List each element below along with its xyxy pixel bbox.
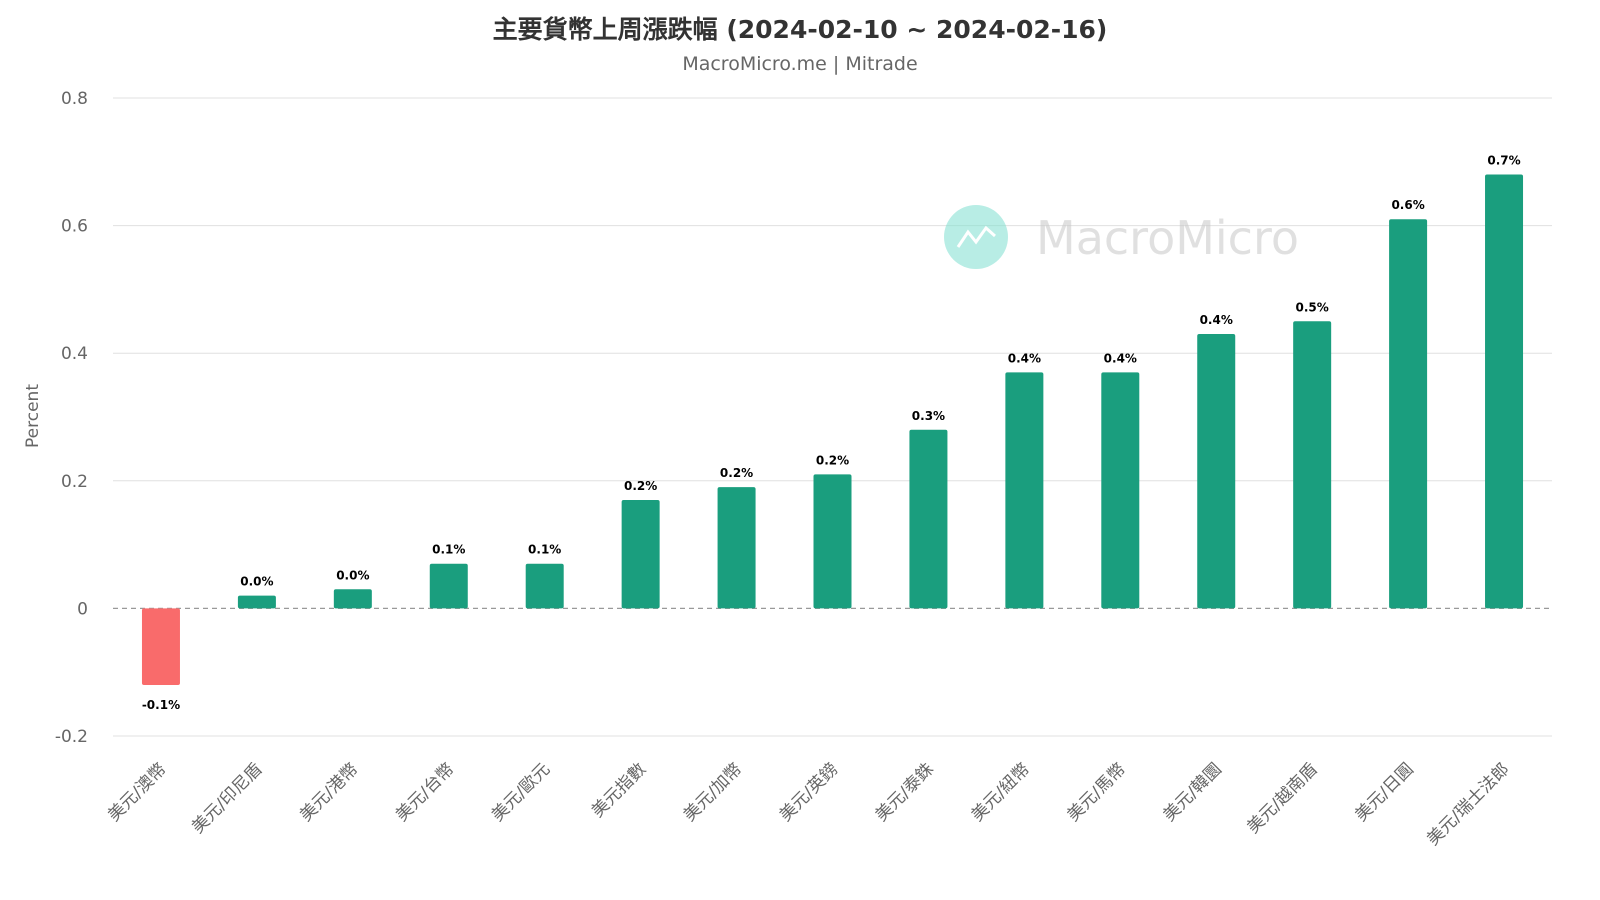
x-category-label: 美元/瑞士法郎 [1423, 759, 1513, 849]
chart-subtitle: MacroMicro.me | Mitrade [682, 53, 918, 75]
bar[interactable] [141, 608, 180, 685]
data-label: -0.1% [142, 698, 180, 712]
data-label: 0.1% [432, 543, 465, 557]
data-label: 0.2% [816, 453, 849, 467]
watermark-text: MacroMicro [1036, 211, 1299, 265]
bar[interactable] [525, 563, 564, 609]
bar[interactable] [717, 487, 756, 609]
y-tick-label: -0.2 [55, 727, 88, 747]
data-label: 0.4% [1104, 351, 1137, 365]
bar[interactable] [1293, 321, 1332, 609]
logo-line-icon [956, 225, 996, 248]
y-tick-label: 0.8 [61, 89, 88, 109]
x-category-label: 美元/韓圜 [1159, 759, 1225, 825]
x-category-label: 美元/泰銖 [872, 759, 938, 825]
x-category-label: 美元/港幣 [296, 759, 362, 825]
x-category-label: 美元/紐幣 [968, 759, 1034, 825]
x-category-label: 美元/加幣 [680, 759, 746, 825]
bar[interactable] [333, 589, 372, 609]
x-category-label: 美元/印尼盾 [188, 759, 266, 837]
watermark: MacroMicro [944, 205, 1299, 269]
data-label: 0.2% [624, 479, 657, 493]
y-tick-label: 0.2 [61, 472, 88, 492]
data-label: 0.6% [1391, 198, 1424, 212]
x-category-label: 美元/台幣 [392, 759, 458, 825]
bar[interactable] [1485, 174, 1524, 609]
y-tick-label: 0.4 [61, 344, 88, 364]
y-tick-label: 0.6 [61, 217, 88, 237]
x-category-label: 美元/越南盾 [1243, 759, 1321, 837]
data-label: 0.2% [720, 466, 753, 480]
x-category-label: 美元/歐元 [488, 759, 554, 825]
x-category-label: 美元/英鎊 [776, 759, 842, 825]
y-axis-title: Percent [23, 384, 43, 448]
category-labels: 美元/澳幣 美元/印尼盾 美元/港幣 美元/台幣 美元/歐元 美元指數 美元/加幣 美元/英鎊… [104, 759, 1513, 849]
x-category-label: 美元/馬幣 [1064, 759, 1130, 825]
bars [141, 174, 1524, 685]
grid-lines [113, 97, 1552, 737]
bar[interactable] [1389, 219, 1428, 609]
macromicro-logo-icon [944, 205, 1008, 269]
data-label: 0.1% [528, 543, 561, 557]
y-axis-ticks: -0.2 0 0.2 0.4 0.6 0.8 [55, 89, 88, 747]
data-label: 0.4% [1200, 313, 1233, 327]
bar[interactable] [813, 474, 852, 609]
x-category-label: 美元/日圓 [1351, 759, 1417, 825]
bar[interactable] [621, 499, 660, 609]
data-label: 0.0% [336, 568, 369, 582]
data-label: 0.5% [1296, 300, 1329, 314]
data-label: 0.7% [1487, 154, 1520, 168]
bar[interactable] [909, 429, 948, 609]
data-label: 0.3% [912, 409, 945, 423]
x-category-label: 美元指數 [588, 759, 650, 821]
bar[interactable] [1197, 334, 1236, 609]
chart-title: 主要貨幣上周漲跌幅 (2024-02-10 ~ 2024-02-16) [492, 15, 1108, 44]
bar[interactable] [1005, 372, 1044, 609]
data-label: 0.0% [240, 575, 273, 589]
data-labels: -0.1% 0.0% 0.0% 0.1% 0.1% 0.2% 0.2% 0.2% 0.3% 0.4… [142, 154, 1521, 712]
x-category-label: 美元/澳幣 [104, 759, 170, 825]
bar[interactable] [1101, 372, 1140, 609]
data-label: 0.4% [1008, 351, 1041, 365]
bar[interactable] [237, 595, 276, 609]
y-tick-label: 0 [77, 599, 88, 619]
bar[interactable] [429, 563, 468, 609]
